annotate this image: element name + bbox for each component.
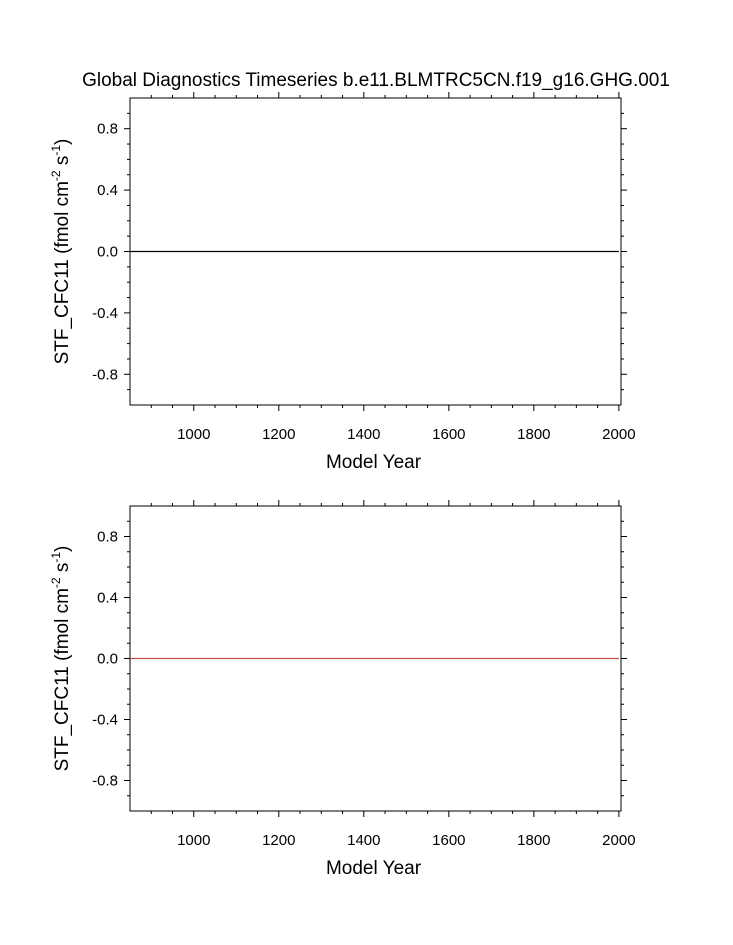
y-tick-label: -0.8: [92, 366, 118, 383]
y-axis-title-end: ): [52, 546, 73, 552]
y-tick-label: -0.4: [92, 712, 118, 729]
x-axis-title: Model Year: [326, 452, 422, 473]
x-tick-label: 1400: [347, 426, 380, 443]
x-tick-label: 1600: [432, 426, 465, 443]
y-axis-title-exp2: -1: [49, 145, 63, 156]
x-axis-title: Model Year: [326, 858, 422, 879]
x-tick-label: 1000: [177, 832, 210, 849]
chart-panel-2: 1000 1200 1400 1600 1800 2000 0.8 0.4 0.0 -0.4 -0.…: [49, 500, 636, 879]
x-tick-label: 1000: [177, 426, 210, 443]
y-axis-title: STF_CFC11 (fmol cm-2 s-1): [49, 546, 73, 772]
y-tick-label: -0.8: [92, 773, 118, 790]
x-tick-label: 1400: [347, 832, 380, 849]
x-tick-label: 2000: [602, 832, 635, 849]
figure-title: Global Diagnostics Timeseries b.e11.BLMT…: [82, 70, 670, 91]
y-tick-label: 0.0: [97, 651, 118, 668]
y-tick-label: 0.8: [97, 121, 118, 138]
x-tick-label: 1600: [432, 832, 465, 849]
y-axis-title-base: STF_CFC11 (fmol cm: [52, 181, 73, 364]
x-tick-label: 1800: [517, 426, 550, 443]
y-tick-label: -0.4: [92, 305, 118, 322]
y-axis-title: STF_CFC11 (fmol cm-2 s-1): [49, 139, 73, 365]
y-axis-title-base: STF_CFC11 (fmol cm: [52, 588, 73, 771]
y-axis-title-exp2: -1: [49, 552, 63, 563]
y-axis-title-exp1: -2: [49, 170, 63, 181]
y-axis-title-end: ): [52, 139, 73, 145]
y-tick-label: 0.4: [97, 590, 118, 607]
x-tick-label: 1200: [262, 426, 295, 443]
y-axis-title-exp1: -2: [49, 577, 63, 588]
y-tick-label: 0.0: [97, 244, 118, 261]
x-tick-label: 1200: [262, 832, 295, 849]
y-tick-label: 0.4: [97, 182, 118, 199]
x-tick-label: 2000: [602, 426, 635, 443]
y-axis-title-mid: s: [52, 563, 73, 578]
y-axis-title-mid: s: [52, 156, 73, 171]
y-tick-label: 0.8: [97, 529, 118, 546]
chart-panel-1: 1000 1200 1400 1600 1800 2000 0.8 0.4 0.0 -0.4 -0.…: [49, 92, 636, 473]
x-tick-label: 1800: [517, 832, 550, 849]
